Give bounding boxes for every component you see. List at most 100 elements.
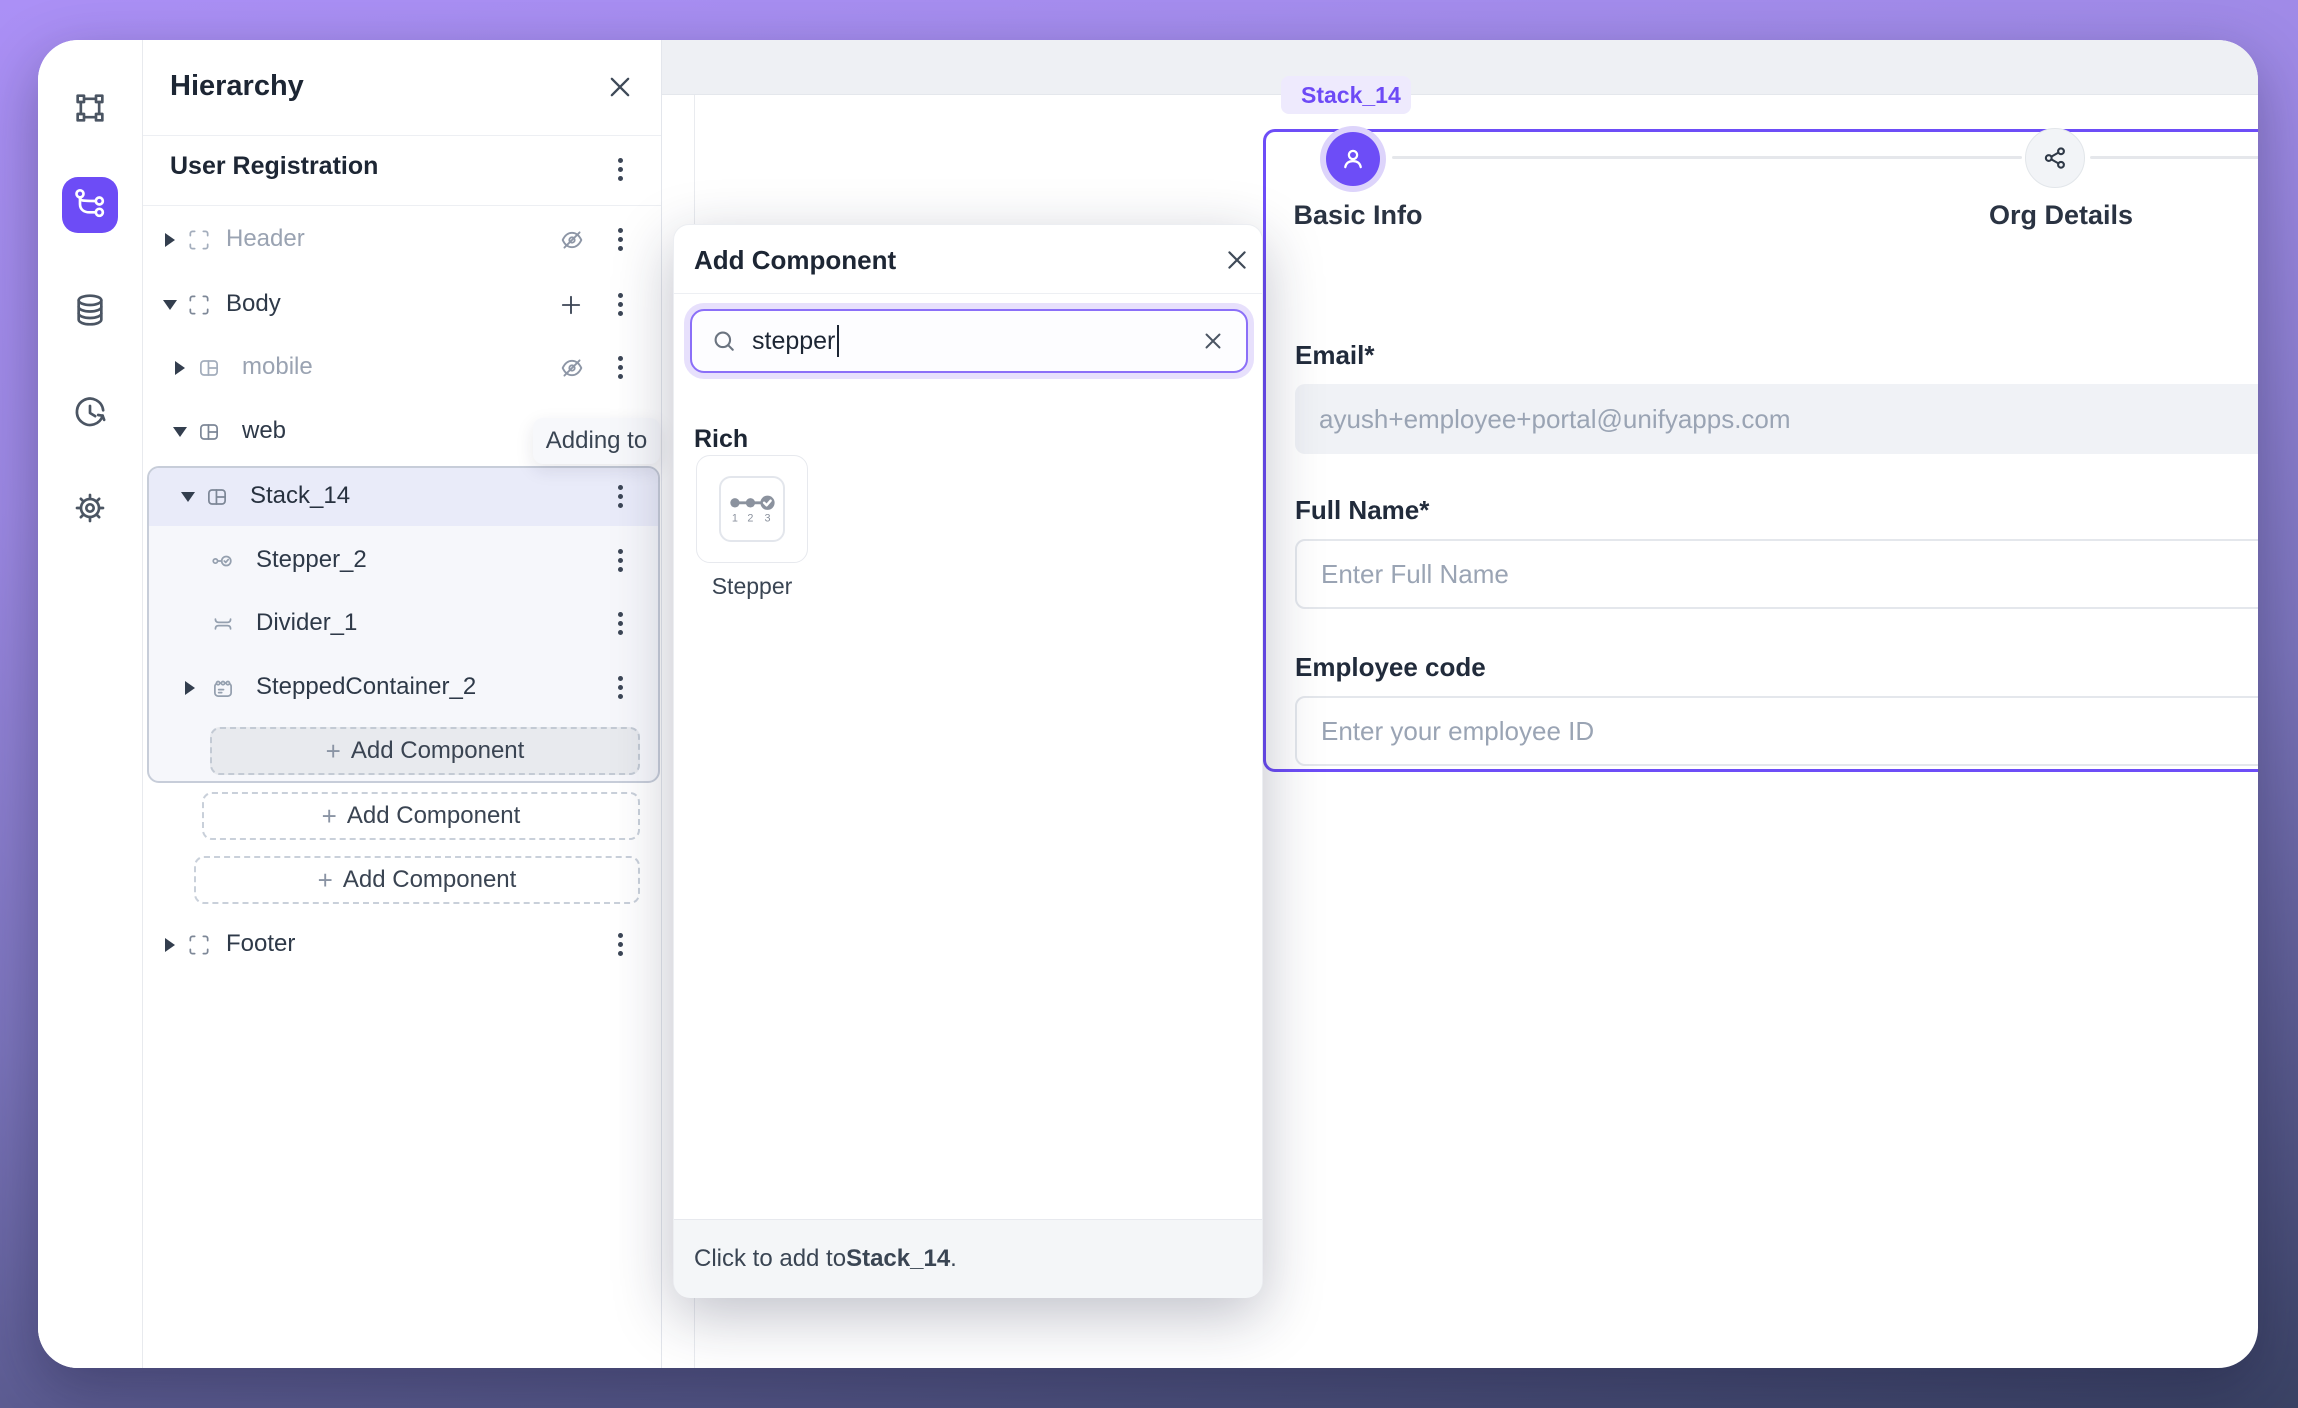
tree-row-body[interactable]: Body	[143, 277, 662, 333]
tree-row-label: Divider_1	[256, 608, 358, 636]
tree-row-divider[interactable]: Divider_1	[143, 596, 662, 652]
frame-icon	[186, 227, 212, 253]
caret-right-icon[interactable]	[185, 681, 195, 695]
database-icon[interactable]	[62, 282, 118, 338]
frame-icon	[186, 292, 212, 318]
step-org-details-icon[interactable]	[2025, 128, 2085, 188]
hierarchy-tree-icon[interactable]	[62, 177, 118, 233]
svg-text:3: 3	[764, 512, 770, 524]
caret-down-icon[interactable]	[163, 300, 177, 310]
footer-hint-target: Stack_14	[846, 1245, 951, 1272]
stepper-connector	[2090, 156, 2258, 159]
tree-row-label: Header	[226, 224, 305, 252]
eye-off-icon[interactable]	[558, 226, 586, 254]
section-header: Rich	[694, 425, 749, 453]
row-kebab-icon[interactable]	[618, 302, 623, 307]
footer-hint-suffix: .	[950, 1245, 957, 1272]
add-component-button[interactable]: + Add Component	[194, 856, 640, 904]
tree-row-stepper[interactable]: Stepper_2	[143, 533, 662, 589]
row-kebab-icon[interactable]	[618, 494, 623, 499]
hierarchy-close-icon[interactable]	[603, 70, 637, 104]
selected-row-highlight	[149, 468, 658, 526]
tree-row-label: mobile	[242, 352, 313, 380]
stack-14-container[interactable]: Basic Info Org Details Email* Full Name*…	[1263, 128, 2258, 772]
employee-code-field[interactable]	[1295, 696, 2258, 766]
tree-row-stepped-container[interactable]: SteppedContainer_2	[143, 660, 662, 716]
adding-to-tooltip: Adding to	[533, 418, 660, 464]
row-kebab-icon[interactable]	[618, 365, 623, 370]
divider	[143, 205, 661, 206]
stepper-component-card[interactable]: 1 2 3	[696, 455, 808, 563]
search-icon	[714, 331, 734, 351]
row-kebab-icon[interactable]	[618, 942, 623, 947]
divider	[674, 293, 1262, 294]
layout-icon	[204, 484, 230, 510]
step-label: Basic Info	[1293, 200, 1423, 230]
chip-label: Stack_14	[1301, 81, 1401, 108]
step-basic-info-icon[interactable]	[1326, 132, 1380, 186]
app-window: Hierarchy User Registration Header	[38, 40, 2258, 1368]
field-label-employee-code: Employee code	[1295, 652, 1486, 682]
caret-right-icon[interactable]	[165, 938, 175, 952]
row-kebab-icon[interactable]	[618, 621, 623, 626]
frame-select-icon[interactable]	[62, 80, 118, 136]
tree-row-label: Stack_14	[250, 481, 351, 509]
tree-row-label: Stepper_2	[256, 545, 367, 573]
add-component-label: Add Component	[350, 737, 525, 764]
row-kebab-icon[interactable]	[618, 237, 623, 242]
canvas-top-band	[662, 40, 2258, 95]
selected-component-chip[interactable]: Stack_14	[1281, 76, 1411, 114]
caret-down-icon[interactable]	[173, 427, 187, 437]
divider	[143, 135, 661, 136]
row-kebab-icon[interactable]	[618, 558, 623, 563]
clear-search-icon[interactable]	[1198, 326, 1228, 356]
add-component-button[interactable]: + Add Component	[202, 792, 640, 840]
caret-right-icon[interactable]	[165, 233, 175, 247]
plus-icon[interactable]	[557, 291, 585, 319]
full-name-field[interactable]	[1295, 539, 2258, 609]
settings-gear-icon[interactable]	[62, 480, 118, 536]
email-field[interactable]	[1295, 384, 2258, 454]
eye-off-icon[interactable]	[558, 354, 586, 382]
tree-row-label: web	[242, 416, 287, 444]
field-label-email: Email*	[1295, 340, 1375, 370]
hierarchy-title: Hierarchy	[170, 70, 304, 102]
tree-row-mobile[interactable]: mobile	[143, 340, 662, 396]
stepped-container-icon	[210, 675, 236, 701]
plus-icon: +	[317, 864, 333, 895]
tree-row-label: SteppedContainer_2	[256, 672, 477, 700]
history-icon[interactable]	[62, 385, 118, 441]
tree-row-web[interactable]: web	[143, 404, 662, 460]
page-name: User Registration	[170, 152, 379, 180]
tree-row-label: Footer	[226, 929, 296, 957]
divider-icon	[210, 611, 236, 637]
caret-right-icon[interactable]	[175, 361, 185, 375]
component-search-input[interactable]: stepper	[690, 309, 1248, 373]
add-component-popup: Add Component stepper Rich 1	[673, 224, 1263, 1298]
plus-icon: +	[325, 735, 341, 766]
add-component-label: Add Component	[342, 866, 517, 893]
field-label-full-name: Full Name*	[1295, 495, 1430, 525]
plus-icon: +	[321, 800, 337, 831]
step-label: Org Details	[1988, 200, 2134, 230]
stepper-connector	[1392, 156, 2022, 159]
search-value: stepper	[752, 326, 836, 355]
left-icon-rail	[38, 40, 143, 1368]
caret-down-icon[interactable]	[181, 492, 195, 502]
stepper-card-icon: 1 2 3	[719, 476, 785, 542]
tree-row-header[interactable]: Header	[143, 212, 662, 268]
popup-title: Add Component	[694, 245, 897, 275]
tooltip-text: Adding to	[545, 427, 648, 454]
stepper-icon	[210, 548, 236, 574]
tree-row-stack[interactable]: Stack_14	[143, 469, 662, 525]
page-kebab-icon[interactable]	[618, 167, 623, 172]
svg-text:1: 1	[732, 512, 738, 524]
layout-icon	[196, 419, 222, 445]
tree-row-footer[interactable]: Footer	[143, 917, 662, 973]
add-component-button[interactable]: + Add Component	[210, 727, 640, 775]
row-kebab-icon[interactable]	[618, 685, 623, 690]
layout-icon	[196, 355, 222, 381]
hierarchy-panel: Hierarchy User Registration Header	[143, 40, 662, 1368]
svg-text:2: 2	[747, 512, 753, 524]
popup-close-icon[interactable]	[1220, 243, 1254, 277]
